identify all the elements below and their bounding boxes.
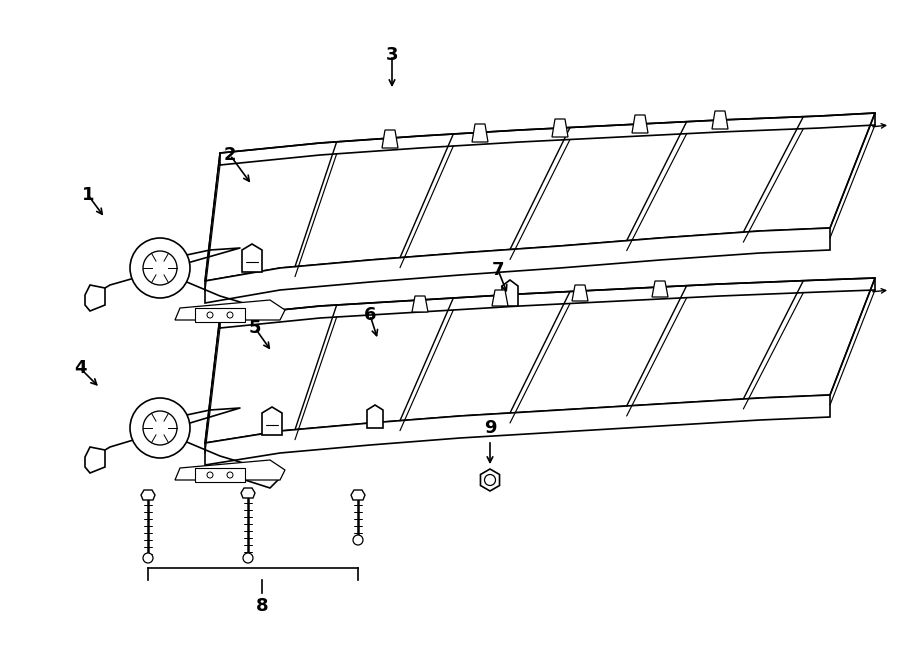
Text: 1: 1 — [82, 186, 94, 204]
Bar — [195, 468, 245, 482]
Polygon shape — [712, 111, 728, 129]
Polygon shape — [572, 285, 588, 301]
Text: 9: 9 — [484, 419, 496, 437]
Polygon shape — [141, 490, 155, 500]
Circle shape — [143, 411, 177, 445]
Circle shape — [130, 398, 190, 458]
Polygon shape — [241, 488, 255, 498]
Polygon shape — [85, 447, 105, 473]
Text: 6: 6 — [364, 306, 376, 324]
Polygon shape — [205, 395, 830, 465]
Polygon shape — [632, 115, 648, 133]
Circle shape — [243, 553, 253, 563]
Polygon shape — [652, 281, 668, 297]
Polygon shape — [85, 285, 105, 311]
Text: 2: 2 — [224, 146, 236, 164]
Polygon shape — [205, 278, 875, 443]
Polygon shape — [175, 460, 285, 480]
Circle shape — [207, 312, 213, 318]
Polygon shape — [205, 228, 830, 303]
Text: 3: 3 — [386, 46, 398, 64]
Text: 4: 4 — [74, 359, 86, 377]
Polygon shape — [262, 407, 282, 435]
Polygon shape — [382, 130, 398, 148]
Polygon shape — [205, 113, 875, 281]
Text: 5: 5 — [248, 319, 261, 337]
Circle shape — [484, 475, 496, 485]
Bar — [195, 308, 245, 322]
Polygon shape — [351, 490, 365, 500]
Circle shape — [227, 312, 233, 318]
Polygon shape — [242, 244, 262, 272]
Circle shape — [143, 251, 177, 285]
Circle shape — [130, 238, 190, 298]
Polygon shape — [175, 300, 285, 320]
Polygon shape — [481, 469, 500, 491]
Circle shape — [207, 472, 213, 478]
Circle shape — [143, 553, 153, 563]
Text: 8: 8 — [256, 597, 268, 615]
Polygon shape — [502, 280, 518, 306]
Polygon shape — [552, 119, 568, 137]
Circle shape — [227, 472, 233, 478]
Polygon shape — [492, 290, 508, 306]
Text: 7: 7 — [491, 261, 504, 279]
Polygon shape — [367, 405, 383, 428]
Polygon shape — [472, 124, 488, 142]
Polygon shape — [412, 296, 428, 312]
Circle shape — [353, 535, 363, 545]
